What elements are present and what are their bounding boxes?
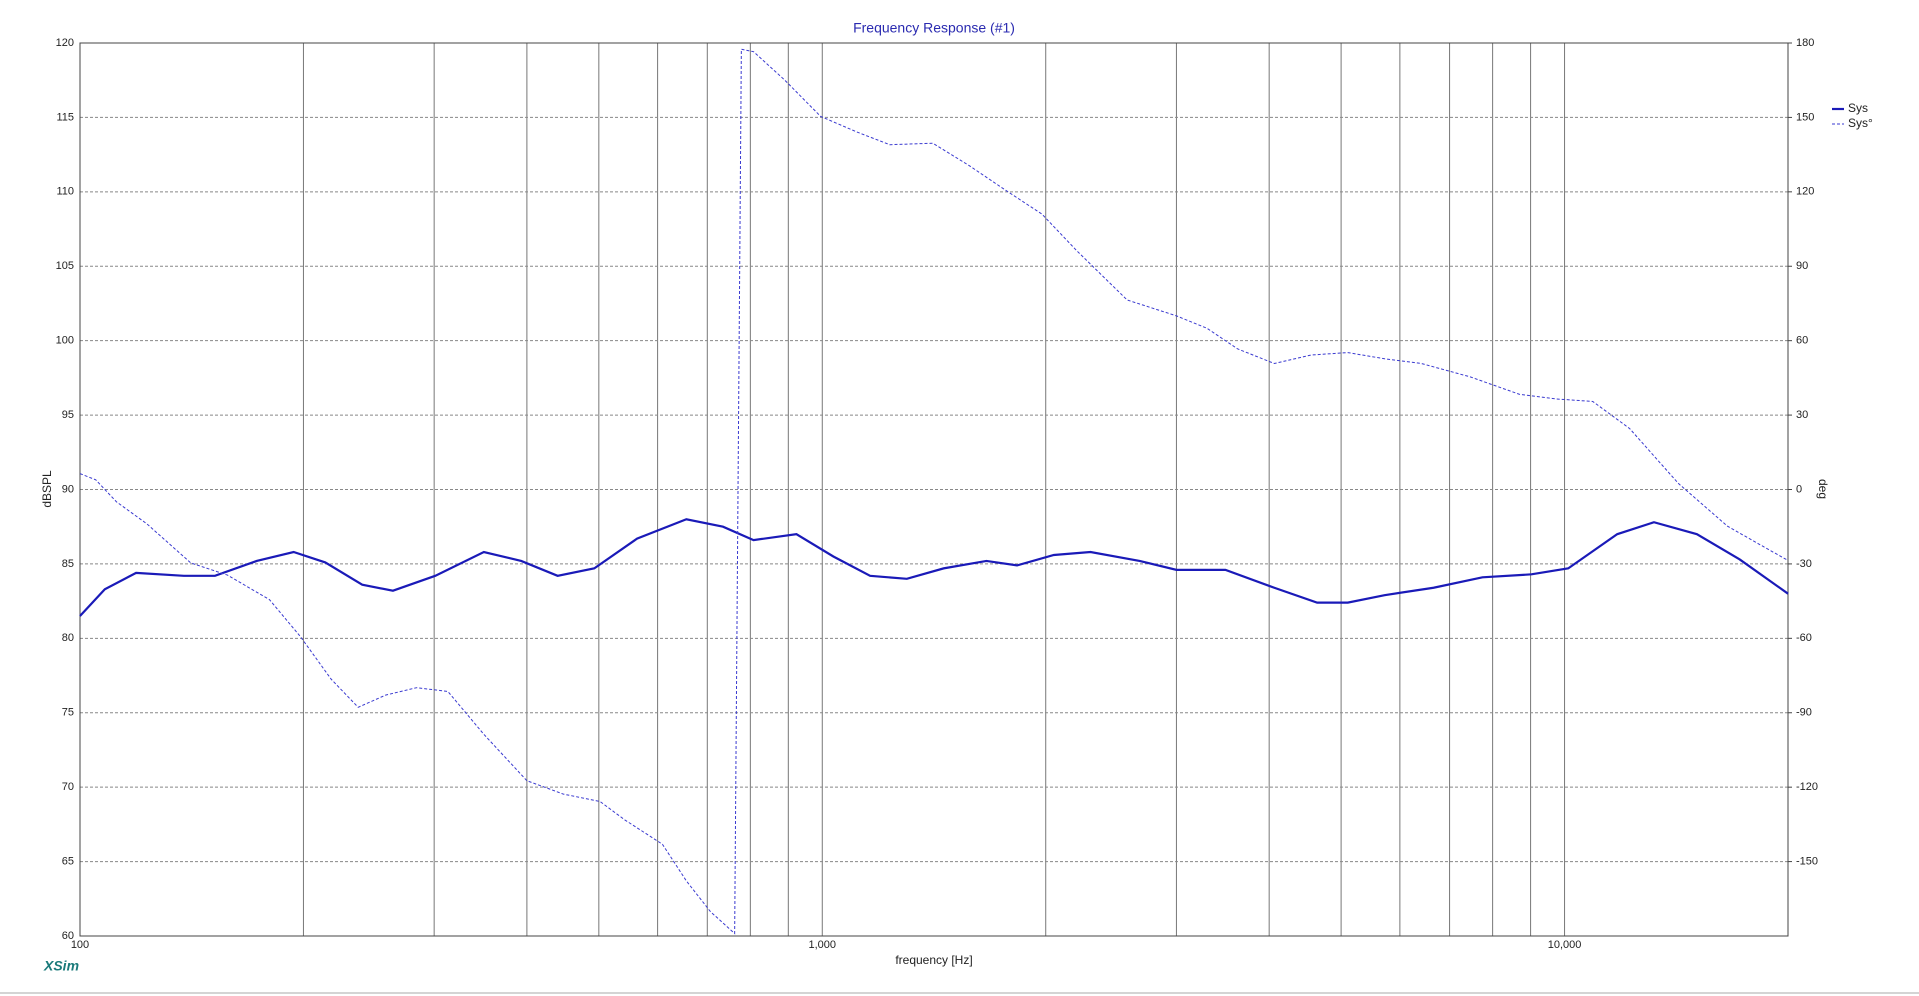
y-tick-label: 110 — [56, 186, 74, 198]
y-tick-label: 65 — [62, 855, 74, 867]
plot-frame — [79, 42, 1789, 937]
y-tick-label: 85 — [62, 558, 74, 570]
x-tick-label: 100 — [71, 939, 89, 951]
y2-tick-label: -30 — [1796, 558, 1812, 570]
y2-tick-label: 0 — [1796, 483, 1802, 495]
y2-tick-label: -60 — [1796, 632, 1812, 644]
x-axis-label: frequency [Hz] — [895, 953, 972, 967]
y2-tick-label: 120 — [1796, 186, 1814, 198]
y-tick-label: 95 — [62, 409, 74, 421]
y2-tick-label: 30 — [1796, 409, 1808, 421]
y2-tick-label: 150 — [1796, 111, 1814, 123]
y-tick-label: 75 — [62, 707, 74, 719]
y-tick-label: 90 — [62, 483, 74, 495]
y-tick-label: 105 — [56, 260, 74, 272]
y-tick-label: 60 — [62, 930, 74, 942]
legend-label: Sys° — [1848, 116, 1873, 130]
y-tick-label: 120 — [56, 37, 74, 49]
y-tick-label: 70 — [62, 781, 74, 793]
y-tick-label: 80 — [62, 632, 74, 644]
y2-tick-label: -120 — [1796, 781, 1818, 793]
y2-tick-label: 180 — [1796, 37, 1814, 49]
y2-tick-label: 60 — [1796, 335, 1808, 347]
y2-axis-label: deg — [1816, 479, 1830, 499]
y2-tick-label: -90 — [1796, 707, 1812, 719]
legend-label: Sys — [1848, 101, 1868, 115]
x-tick-label: 10,000 — [1548, 939, 1582, 951]
x-tick-label: 1,000 — [809, 939, 837, 951]
y-tick-label: 100 — [56, 335, 74, 347]
y-tick-label: 115 — [56, 111, 74, 123]
chart-title: Frequency Response (#1) — [853, 20, 1015, 36]
y2-tick-label: 90 — [1796, 260, 1808, 272]
y-axis-label: dBSPL — [40, 470, 54, 508]
series-line — [79, 518, 1789, 617]
brand: XSim — [43, 958, 79, 974]
y2-tick-label: -150 — [1796, 855, 1818, 867]
series-line — [79, 48, 1789, 935]
